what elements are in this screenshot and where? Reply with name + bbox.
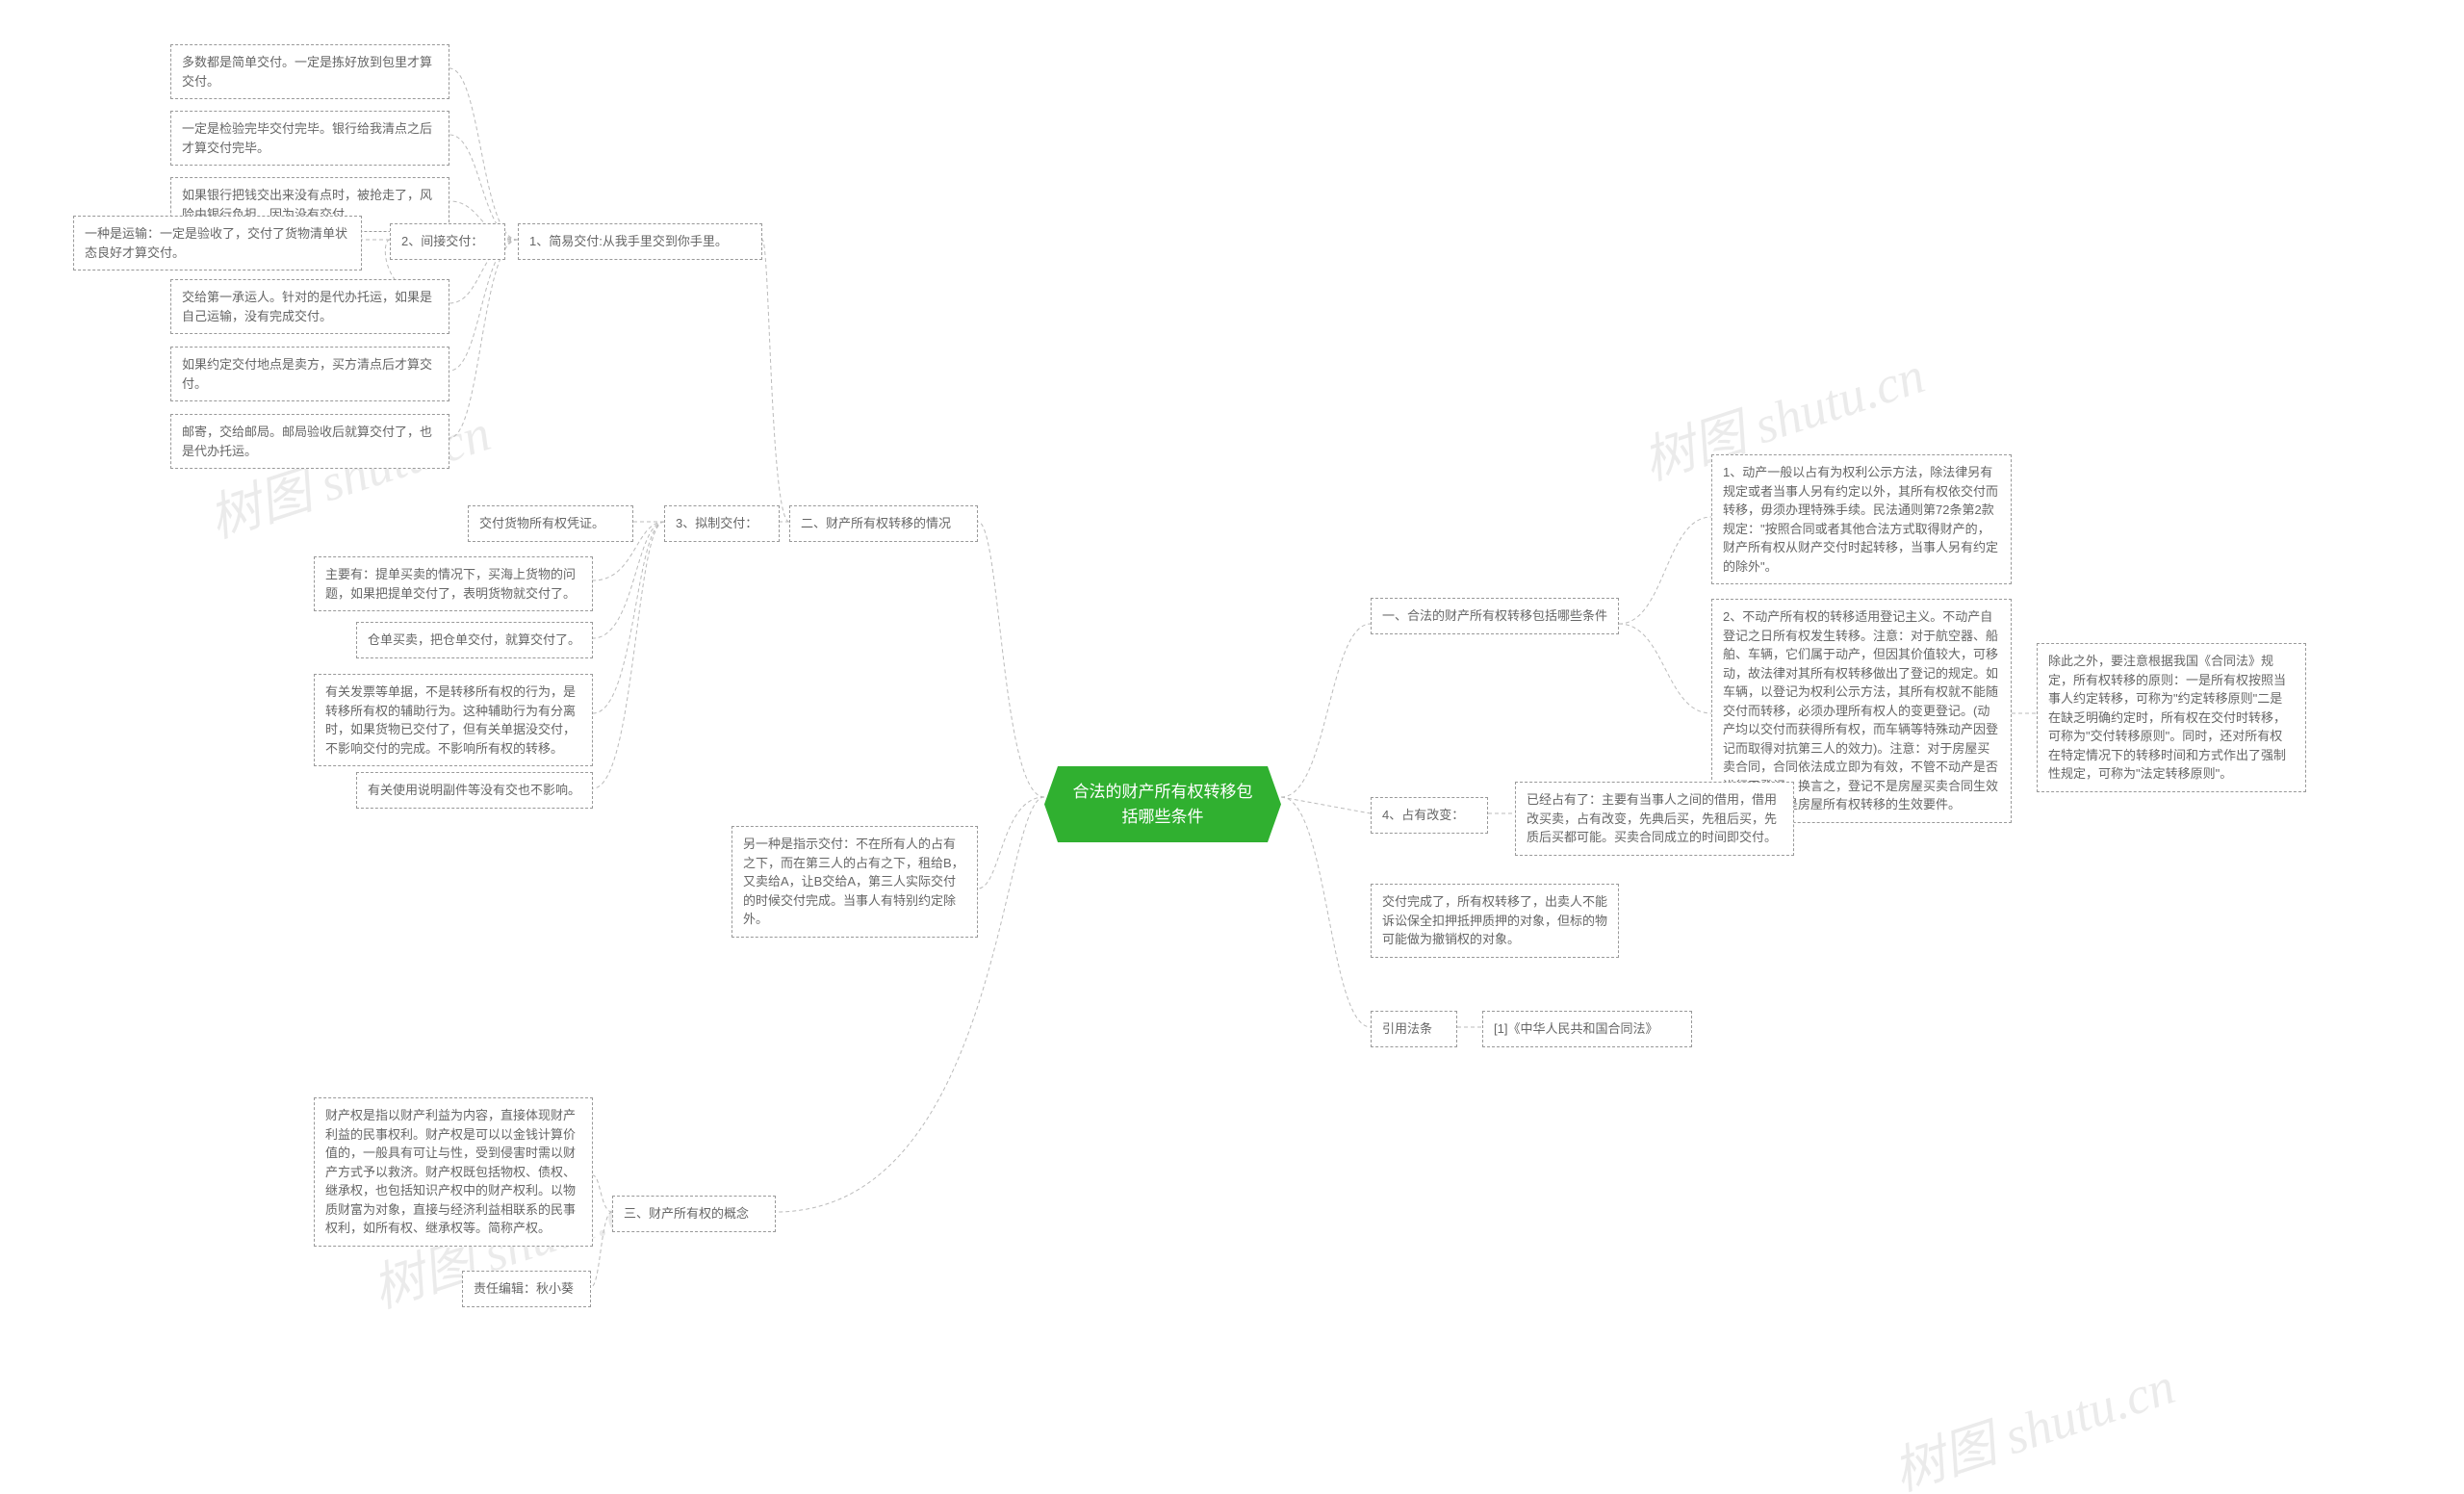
leaf-l5a: 财产权是指以财产利益为内容，直接体现财产利益的民事权利。财产权是可以以金钱计算价…: [314, 1097, 593, 1247]
leaf-r5a: [1]《中华人民共和国合同法》: [1482, 1011, 1692, 1047]
leaf-r1a: 1、动产一般以占有为权利公示方法，除法律另有规定或者当事人另有约定以外，其所有权…: [1711, 454, 2012, 584]
mindmap-root: 合法的财产所有权转移包括哪些条件: [1044, 766, 1281, 842]
leaf-l2d: 邮寄，交给邮局。邮局验收后就算交付了，也是代办托运。: [170, 414, 449, 469]
branch-5: 引用法条: [1371, 1011, 1457, 1047]
leaf-l3a: 交付货物所有权凭证。: [468, 505, 633, 542]
leaf-l1a: 多数都是简单交付。一定是拣好放到包里才算交付。: [170, 44, 449, 99]
leaf-l3e: 有关使用说明副件等没有交也不影响。: [356, 772, 593, 809]
branch-4: 4、占有改变：: [1371, 797, 1488, 834]
leaf-l2b: 交给第一承运人。针对的是代办托运，如果是自己运输，没有完成交付。: [170, 279, 449, 334]
branch-2: 二、财产所有权转移的情况: [789, 505, 978, 542]
leaf-l3c: 仓单买卖，把仓单交付，就算交付了。: [356, 622, 593, 658]
leaf-l4: 另一种是指示交付：不在所有人的占有之下，而在第三人的占有之下，租给B，又卖给A，…: [732, 826, 978, 938]
leaf-l5b: 责任编辑：秋小葵: [462, 1271, 591, 1307]
leaf-l3b: 主要有：提单买卖的情况下，买海上货物的问题，如果把提单交付了，表明货物就交付了。: [314, 556, 593, 611]
leaf-r4b: 交付完成了，所有权转移了，出卖人不能诉讼保全扣押抵押质押的对象，但标的物可能做为…: [1371, 884, 1619, 958]
leaf-l1b: 一定是检验完毕交付完毕。银行给我清点之后才算交付完毕。: [170, 111, 449, 166]
leaf-l1: 1、简易交付:从我手里交到你手里。: [518, 223, 762, 260]
branch-1: 一、合法的财产所有权转移包括哪些条件: [1371, 598, 1619, 634]
watermark: 树图 shutu.cn: [1882, 1343, 2183, 1494]
branch-3: 三、财产所有权的概念: [612, 1196, 776, 1232]
leaf-l2: 2、间接交付：: [390, 223, 505, 260]
leaf-r1c: 除此之外，要注意根据我国《合同法》规定，所有权转移的原则：一是所有权按照当事人约…: [2037, 643, 2306, 792]
leaf-l3: 3、拟制交付：: [664, 505, 780, 542]
leaf-l2c: 如果约定交付地点是卖方，买方清点后才算交付。: [170, 347, 449, 401]
leaf-r4a: 已经占有了：主要有当事人之间的借用，借用改买卖，占有改变，先典后买，先租后买，先…: [1515, 782, 1794, 856]
leaf-l2a: 一种是运输：一定是验收了，交付了货物清单状态良好才算交付。: [73, 216, 362, 270]
leaf-l3d: 有关发票等单据，不是转移所有权的行为，是转移所有权的辅助行为。这种辅助行为有分离…: [314, 674, 593, 766]
